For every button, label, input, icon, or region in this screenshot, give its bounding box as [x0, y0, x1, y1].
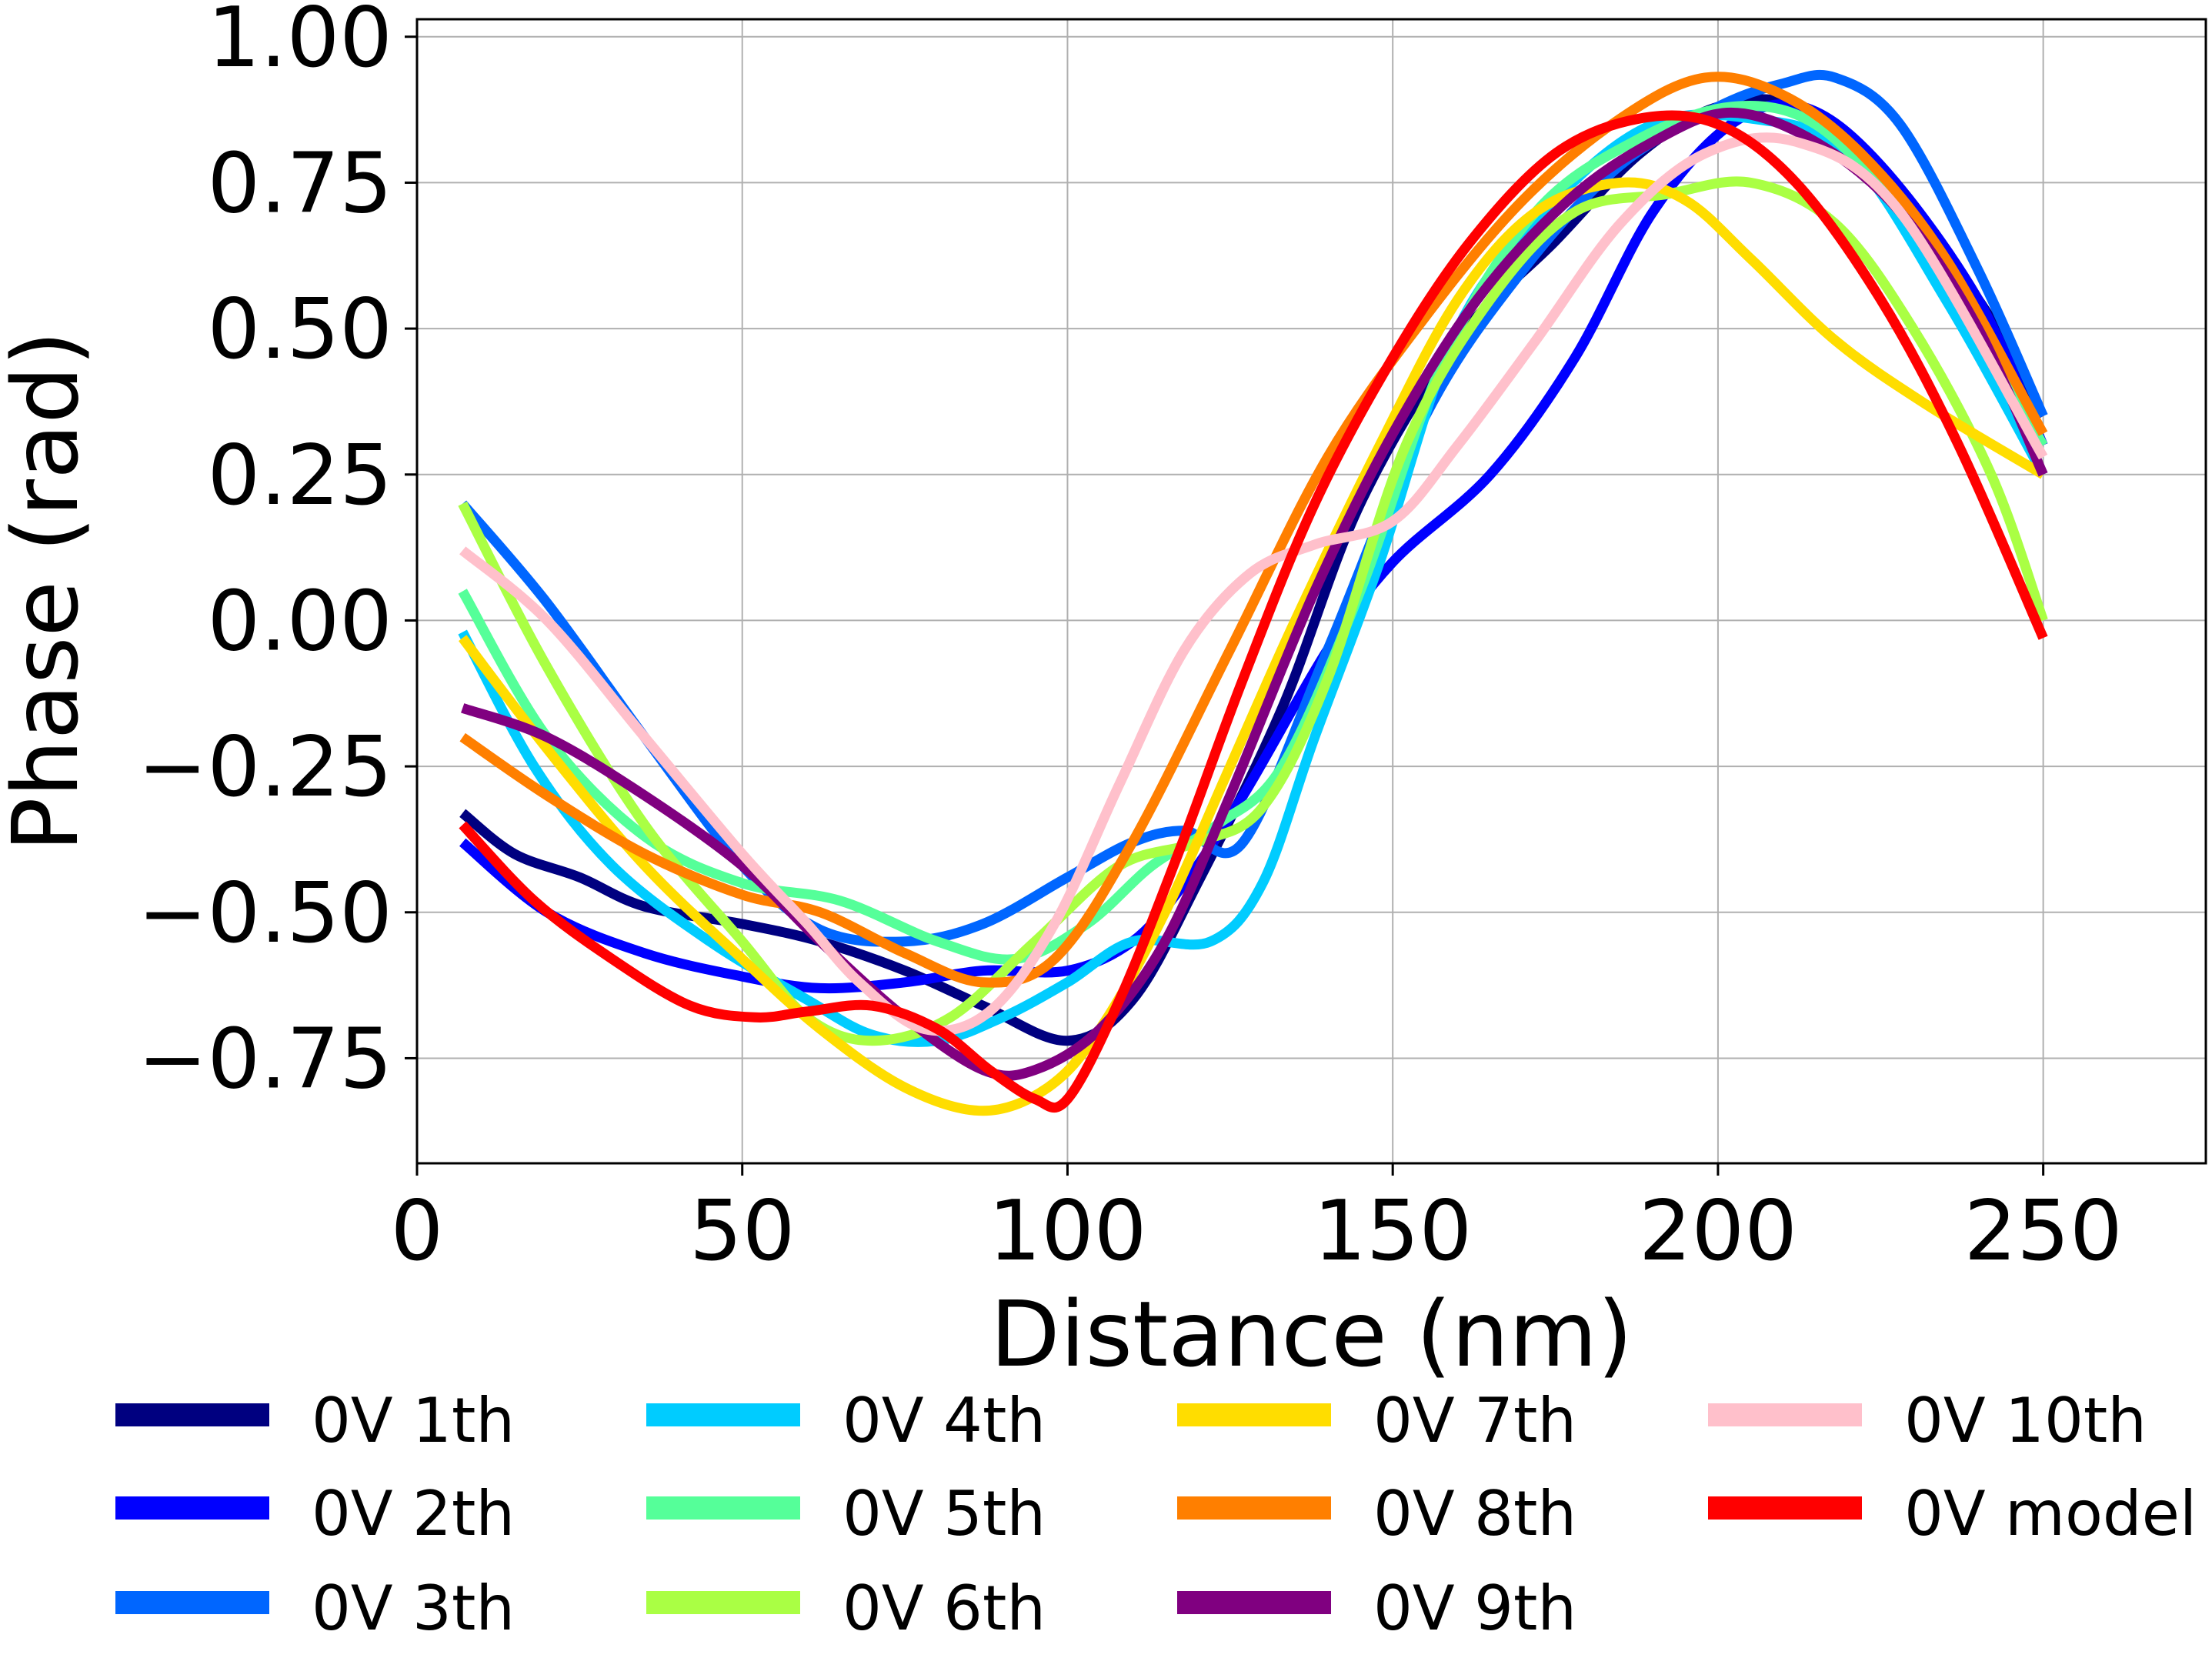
- legend-label-0v-10th: 0V 10th: [1904, 1385, 2147, 1456]
- x-tick-label: 250: [1964, 1183, 2123, 1279]
- y-tick-label: 0.25: [208, 428, 392, 524]
- series-line-0v-2th: [459, 98, 2048, 994]
- legend-label-0v-3th: 0V 3th: [312, 1573, 515, 1644]
- plot-frame: [415, 18, 2207, 1165]
- legend-label-0v-9th: 0V 9th: [1373, 1573, 1576, 1644]
- x-tick-label: 200: [1639, 1183, 1797, 1279]
- grid-lines: [416, 19, 2206, 1163]
- y-tick-label: 1.00: [208, 0, 392, 86]
- legend: 0V 1th 0V 2th 0V 3th 0V 4th 0V 5th 0V 6th 0V 7…: [115, 1385, 2197, 1644]
- series-lines: [458, 69, 2048, 1116]
- series-line-0v-7th: [459, 177, 2046, 1116]
- series-line-0v-10th: [459, 132, 2048, 1036]
- y-tick-label: −0.75: [138, 1011, 392, 1107]
- y-tick-label: 0.75: [208, 135, 392, 232]
- x-tick-label: 50: [689, 1183, 795, 1279]
- x-tick-label: 100: [988, 1183, 1146, 1279]
- legend-label-0v-7th: 0V 7th: [1373, 1385, 1576, 1456]
- x-tick-label: 0: [391, 1183, 444, 1279]
- y-tick-label: −0.25: [138, 719, 392, 816]
- axis-ticks: 0 50 100 150 200 250 −0.75 −0.50 −0.25 0.00 0.25 0.…: [138, 0, 2123, 1279]
- y-tick-label: 0.00: [208, 573, 392, 669]
- legend-label-0v-model: 0V model: [1904, 1478, 2197, 1550]
- y-tick-label: 0.50: [208, 282, 392, 378]
- series-line-0v-5th: [458, 101, 2048, 965]
- legend-label-0v-8th: 0V 8th: [1373, 1478, 1576, 1550]
- legend-label-0v-2th: 0V 2th: [312, 1478, 515, 1550]
- x-axis-label: Distance (nm): [990, 1281, 1633, 1387]
- legend-label-0v-1th: 0V 1th: [312, 1385, 515, 1456]
- series-line-0v-8th: [459, 72, 2048, 988]
- legend-label-0v-6th: 0V 6th: [842, 1573, 1046, 1644]
- series-line-0v-4th: [458, 109, 2048, 1047]
- x-tick-label: 150: [1313, 1183, 1472, 1279]
- legend-label-0v-4th: 0V 4th: [842, 1385, 1046, 1456]
- legend-label-0v-5th: 0V 5th: [842, 1478, 1046, 1550]
- series-line-0v-model: [459, 110, 2048, 1113]
- y-axis-label: Phase (rad): [0, 331, 98, 852]
- y-tick-label: −0.50: [138, 866, 392, 962]
